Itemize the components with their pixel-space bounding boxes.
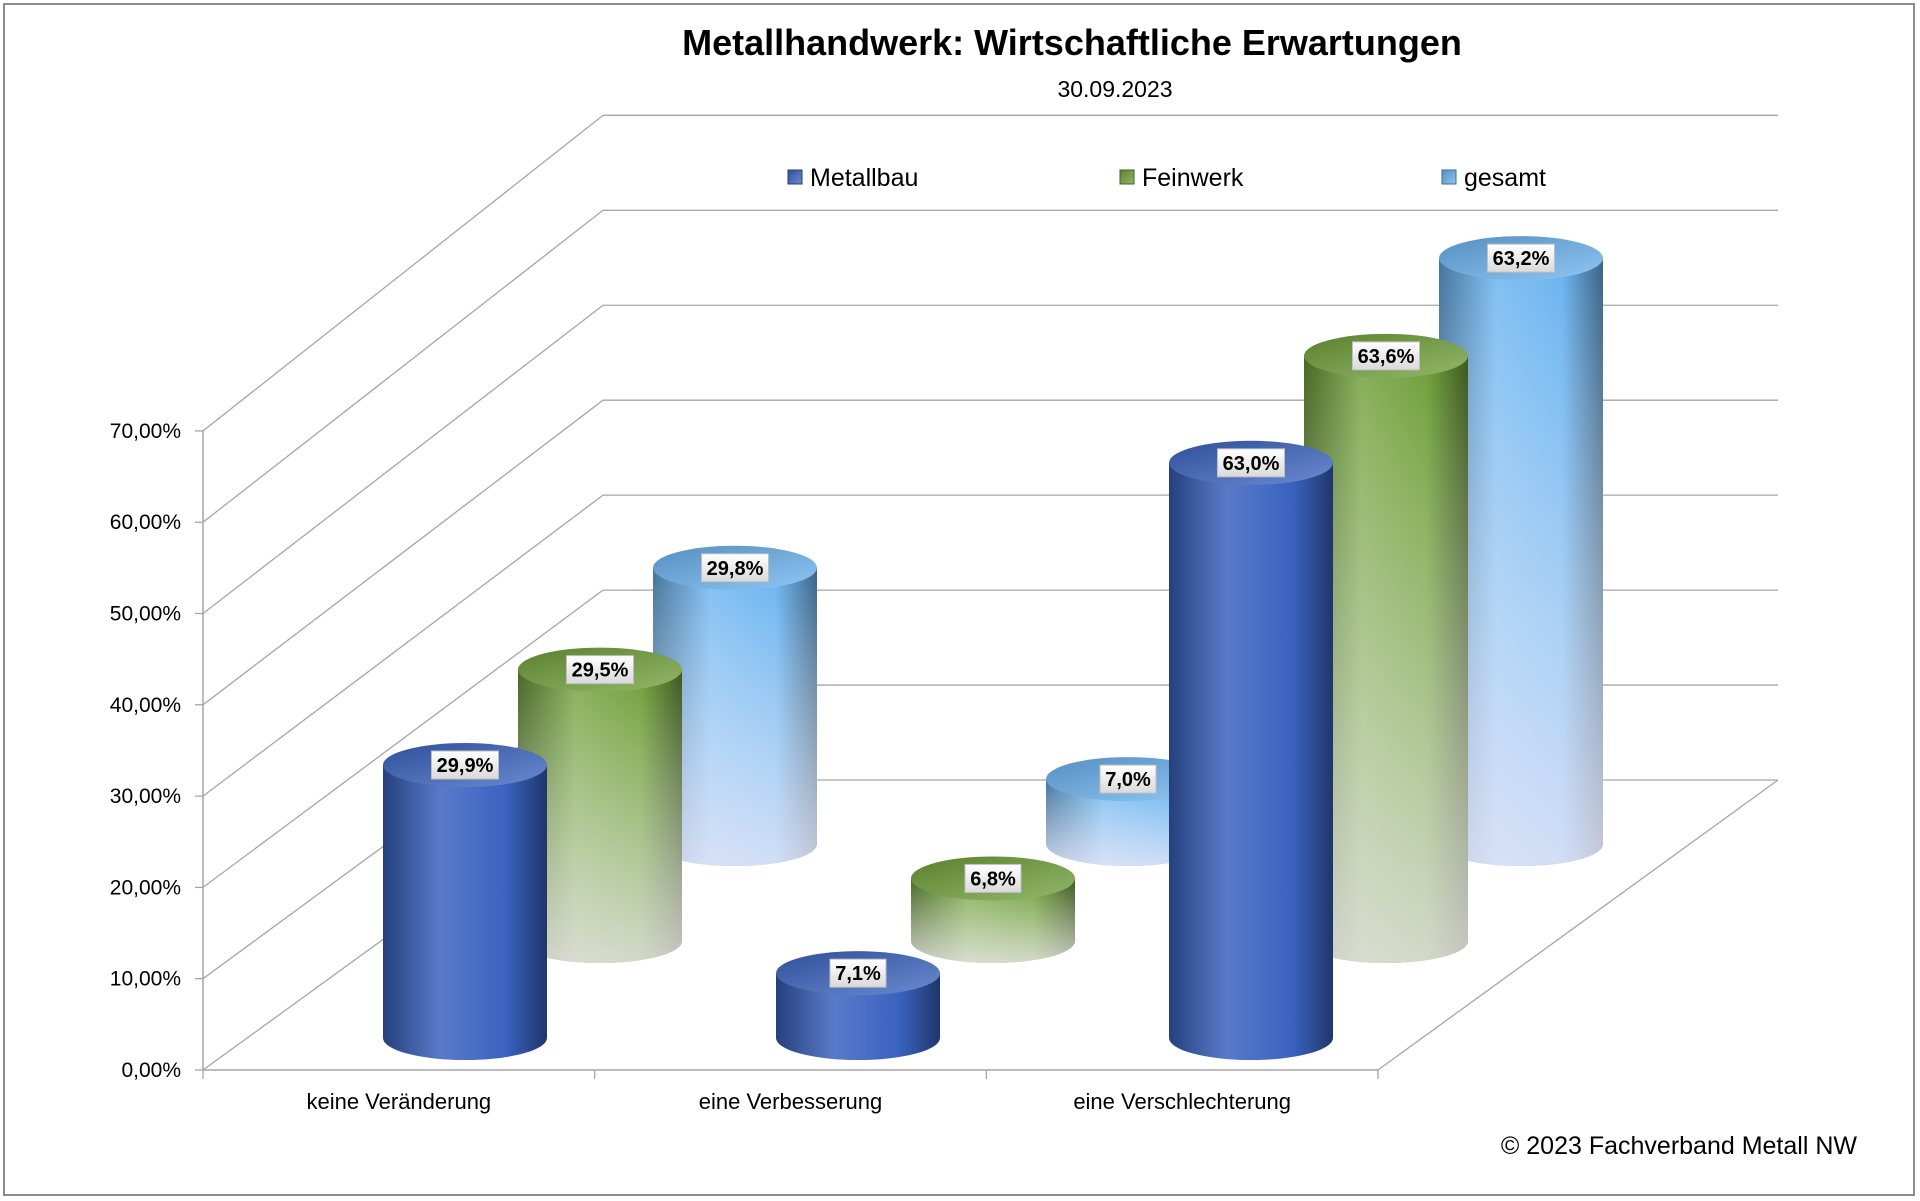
- bar-feinwerk-1: 6,8%: [911, 856, 1075, 963]
- bar-shading: [383, 765, 547, 1060]
- x-category-label: eine Verbesserung: [699, 1089, 882, 1114]
- data-label-box: [1487, 243, 1555, 273]
- y-axis-ticks: 0,00% 10,00% 20,00% 30,00% 40,00% 50,00% 60,00…: [110, 420, 203, 1082]
- bar-metallbau-0: 29,9%: [383, 743, 547, 1060]
- gridline-side: [202, 114, 604, 432]
- y-tick-label: 70,00%: [110, 420, 181, 443]
- bar-gesamt-0: 29,8%: [653, 545, 817, 866]
- data-label-box: [566, 655, 634, 685]
- bar-shading: [1439, 258, 1603, 866]
- data-label-box: [431, 750, 499, 780]
- y-tick-label: 60,00%: [110, 511, 181, 534]
- bar-shading: [1169, 462, 1333, 1060]
- y-tick-label: 0,00%: [121, 1059, 181, 1082]
- chart-subtitle: 30.09.2023: [1057, 76, 1172, 102]
- data-label: 63,2%: [1493, 248, 1550, 270]
- data-label: 29,9%: [437, 755, 494, 777]
- gridline-side: [202, 399, 604, 706]
- y-tick-label: 20,00%: [110, 876, 181, 899]
- data-label-box: [1352, 341, 1420, 371]
- legend-label-metallbau: Metallbau: [810, 164, 918, 192]
- data-label: 29,8%: [707, 558, 764, 580]
- bar-gesamt-2: 63,2%: [1439, 236, 1603, 866]
- x-category-label: keine Veränderung: [306, 1089, 491, 1114]
- gridline-side: [202, 304, 604, 615]
- y-tick-label: 30,00%: [110, 785, 181, 808]
- y-tick-label: 50,00%: [110, 603, 181, 626]
- bar-feinwerk-0: 29,5%: [518, 647, 682, 963]
- data-label-box: [1217, 448, 1285, 478]
- chart-legend: Metallbau Feinwerk gesamt: [787, 164, 1546, 192]
- legend-swatch-gesamt: [1441, 169, 1457, 185]
- gridline-side: [202, 589, 604, 888]
- x-category-label: eine Verschlechterung: [1073, 1089, 1291, 1114]
- legend-label-feinwerk: Feinwerk: [1142, 164, 1244, 192]
- legend-label-gesamt: gesamt: [1464, 164, 1546, 192]
- y-tick-label: 10,00%: [110, 968, 181, 991]
- y-tick-label: 40,00%: [110, 694, 181, 717]
- gridline-side: [202, 494, 604, 797]
- floor-edge-right: [1377, 779, 1779, 1071]
- x-axis-categories: keine Veränderung eine Verbesserung eine V…: [202, 1070, 1379, 1114]
- chart-title: Metallhandwerk: Wirtschaftliche Erwartun…: [682, 22, 1462, 63]
- legend-swatch-metallbau: [787, 169, 803, 185]
- legend-swatch-feinwerk: [1119, 169, 1135, 185]
- bar-shading: [776, 973, 940, 1060]
- data-label-box: [1099, 764, 1157, 794]
- gridline-side: [202, 209, 604, 523]
- chart-bars: 29,8% 7,0% 63,2% 29,5% 6,8% 63,6% 29,9% 7,1% 63,…: [383, 236, 1603, 1060]
- copyright-text: © 2023 Fachverband Metall NW: [1501, 1132, 1857, 1160]
- bar-metallbau-2: 63,0%: [1169, 440, 1333, 1060]
- chart-frame: [3, 3, 1915, 1196]
- data-label: 7,1%: [835, 963, 881, 985]
- data-label-box: [701, 553, 769, 583]
- bar-shading: [518, 669, 682, 963]
- data-label: 63,0%: [1223, 453, 1280, 475]
- bar-shading: [653, 567, 817, 866]
- data-label-box: [964, 863, 1022, 893]
- bar-metallbau-1: 7,1%: [776, 951, 940, 1060]
- bar-feinwerk-2: 63,6%: [1304, 333, 1468, 963]
- data-label: 63,6%: [1358, 346, 1415, 368]
- chart-walls: [202, 430, 1779, 1071]
- data-label-box: [829, 958, 887, 988]
- data-label: 29,5%: [572, 660, 629, 682]
- data-label: 7,0%: [1105, 769, 1151, 791]
- bar-shading: [911, 878, 1075, 963]
- bar-shading: [1304, 355, 1468, 963]
- data-label: 6,8%: [970, 868, 1016, 890]
